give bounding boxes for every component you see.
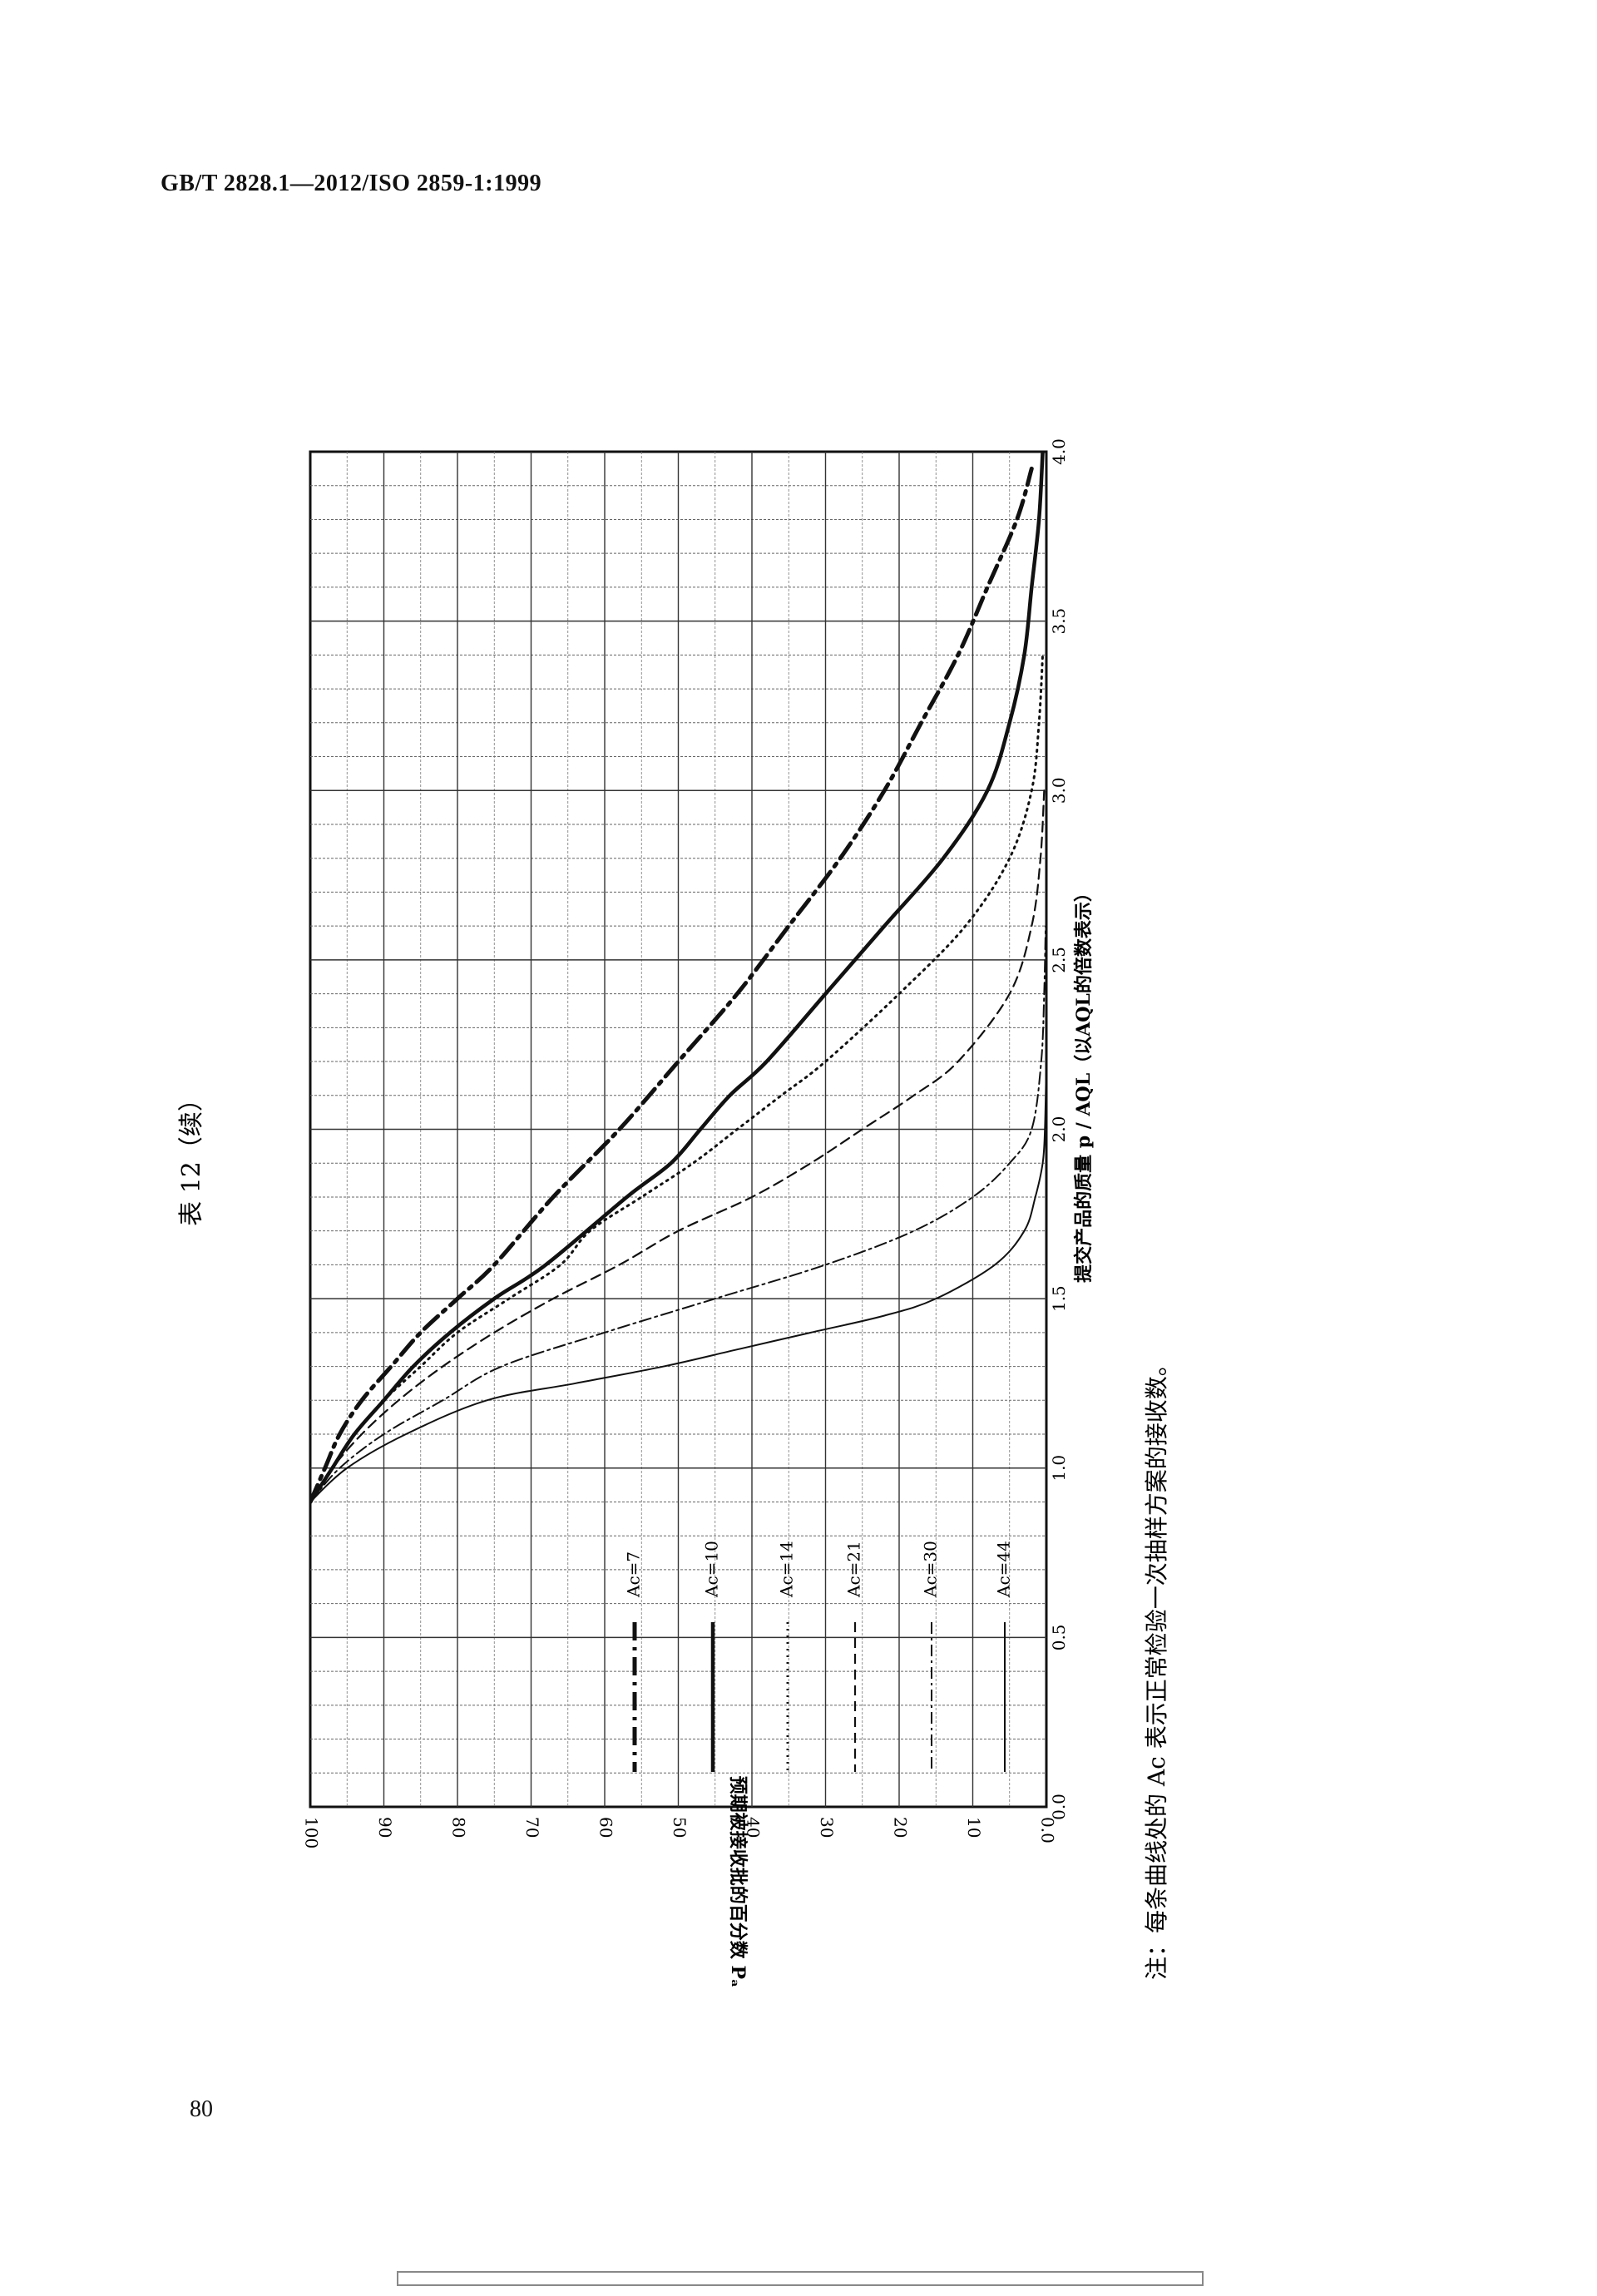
x-tick-labels: 0.0 0.5 1.0 1.5 2.0 2.5 3.0 3.5 4.0 bbox=[1049, 438, 1069, 1820]
x-tick-label: 1.5 bbox=[1049, 1285, 1069, 1312]
y-tick-label: 100 bbox=[302, 1817, 322, 1848]
legend-label: Ac=7 bbox=[624, 1551, 644, 1598]
x-axis-title: 提交产品的质量 p / AQL（以AQL的倍数表示） bbox=[1073, 883, 1095, 1283]
table-title: 表 12（续） bbox=[177, 1086, 206, 1226]
y-axis-title: 预期被接收批的百分数 Pₐ bbox=[727, 1776, 749, 1987]
x-tick-label: 3.5 bbox=[1049, 608, 1069, 635]
oc-curves bbox=[310, 452, 1046, 1504]
y-tick-label: 70 bbox=[522, 1817, 542, 1838]
y-tick-labels: 0.0 10 20 30 40 50 60 70 80 90 100 bbox=[302, 1817, 1058, 1848]
series-line-ac7 bbox=[310, 466, 1034, 1504]
y-tick-label: 90 bbox=[375, 1817, 395, 1838]
y-tick-label: 10 bbox=[964, 1817, 984, 1838]
page-number: 80 bbox=[190, 2096, 213, 2122]
y-tick-label: 0.0 bbox=[1038, 1817, 1058, 1843]
y-tick-label: 20 bbox=[891, 1817, 911, 1838]
chart-note: 注：每条曲线处的 Ac 表示正常检验一次抽样方案的接收数。 bbox=[1143, 1353, 1170, 1980]
y-tick-label: 60 bbox=[596, 1817, 616, 1838]
legend-label: Ac=10 bbox=[702, 1541, 722, 1598]
x-tick-label: 0.0 bbox=[1049, 1794, 1069, 1820]
y-tick-label: 80 bbox=[449, 1817, 469, 1838]
x-tick-label: 3.0 bbox=[1049, 777, 1069, 804]
legend-label: Ac=21 bbox=[844, 1541, 864, 1598]
x-tick-label: 2.0 bbox=[1049, 1116, 1069, 1143]
y-tick-label: 50 bbox=[670, 1817, 690, 1838]
legend-label: Ac=14 bbox=[777, 1541, 797, 1598]
grid-major bbox=[310, 452, 1046, 1807]
x-tick-label: 1.0 bbox=[1049, 1455, 1069, 1482]
series-line-ac44 bbox=[310, 1061, 1046, 1503]
legend-label: Ac=30 bbox=[921, 1541, 941, 1598]
legend-label: Ac=44 bbox=[994, 1541, 1014, 1598]
series-line-ac30 bbox=[310, 925, 1046, 1503]
series-line-ac10 bbox=[310, 452, 1045, 1504]
page-header: GB/T 2828.1—2012/ISO 2859-1:1999 bbox=[161, 171, 542, 196]
x-tick-label: 2.5 bbox=[1049, 947, 1069, 973]
footer-bar bbox=[397, 2271, 1204, 2286]
series-line-ac21 bbox=[310, 789, 1046, 1503]
series-line-ac14 bbox=[310, 653, 1045, 1503]
x-tick-label: 0.5 bbox=[1049, 1624, 1069, 1650]
y-tick-label: 40 bbox=[744, 1817, 764, 1838]
legend: Ac=7 Ac=10 Ac=14 Ac=21 Ac=30 Ac=44 bbox=[624, 1541, 1014, 1772]
y-tick-label: 30 bbox=[817, 1817, 837, 1838]
x-tick-label: 4.0 bbox=[1049, 438, 1069, 465]
